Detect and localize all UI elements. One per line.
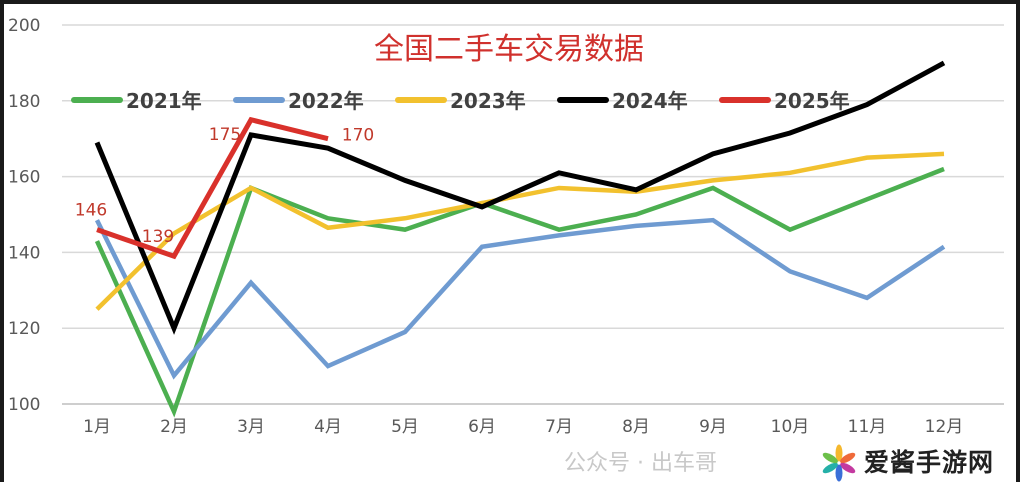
x-tick-label: 6月 (468, 417, 496, 437)
flower-logo-icon (822, 444, 856, 482)
series-line-2023年 (95, 151, 945, 311)
x-tick-label: 7月 (545, 417, 573, 437)
y-tick-label: 140 (8, 243, 40, 263)
x-tick-label: 10月 (771, 417, 810, 437)
data-label: 170 (342, 126, 374, 146)
line-chart: 100 120 140 160 180 200 1月 2月 3月 4月 5月 6月 7月 8月 9月 10月 1… (8, 16, 1004, 476)
legend-label: 2022年 (288, 89, 364, 113)
x-tick-label: 3月 (237, 417, 265, 437)
series-line-2022年 (94, 217, 946, 380)
y-tick-label: 160 (8, 168, 40, 188)
x-tick-label: 2月 (160, 417, 188, 437)
series-line-2021年 (94, 166, 945, 418)
x-tick-label: 1月 (83, 417, 111, 437)
x-tick-label: 8月 (622, 417, 650, 437)
data-label: 175 (209, 125, 241, 145)
y-tick-label: 100 (8, 395, 40, 415)
legend-label: 2023年 (450, 89, 526, 113)
wechat-watermark: 公众号 · 出车哥 (564, 451, 717, 476)
legend-label: 2025年 (774, 89, 850, 113)
y-tick-label: 180 (8, 92, 40, 112)
site-logo: 爱酱手游网 (820, 444, 1016, 482)
y-tick-label: 200 (8, 16, 40, 36)
y-tick-label: 120 (8, 319, 40, 339)
legend-label: 2021年 (126, 89, 202, 113)
x-tick-label: 11月 (848, 417, 887, 437)
x-tick-label: 12月 (925, 417, 964, 437)
series-line-2024年 (94, 60, 946, 335)
chart-frame: 100 120 140 160 180 200 1月 2月 3月 4月 5月 6月 7月 8月 9月 10月 1… (4, 4, 1016, 482)
x-tick-label: 5月 (391, 417, 419, 437)
legend-label: 2024年 (612, 89, 688, 113)
data-label: 139 (142, 227, 174, 247)
series-line-2025年 (96, 116, 329, 260)
chart-title: 全国二手车交易数据 (374, 32, 644, 67)
data-label: 146 (75, 201, 107, 221)
x-tick-label: 9月 (699, 417, 727, 437)
site-name: 爱酱手游网 (864, 448, 995, 477)
x-tick-label: 4月 (314, 417, 342, 437)
